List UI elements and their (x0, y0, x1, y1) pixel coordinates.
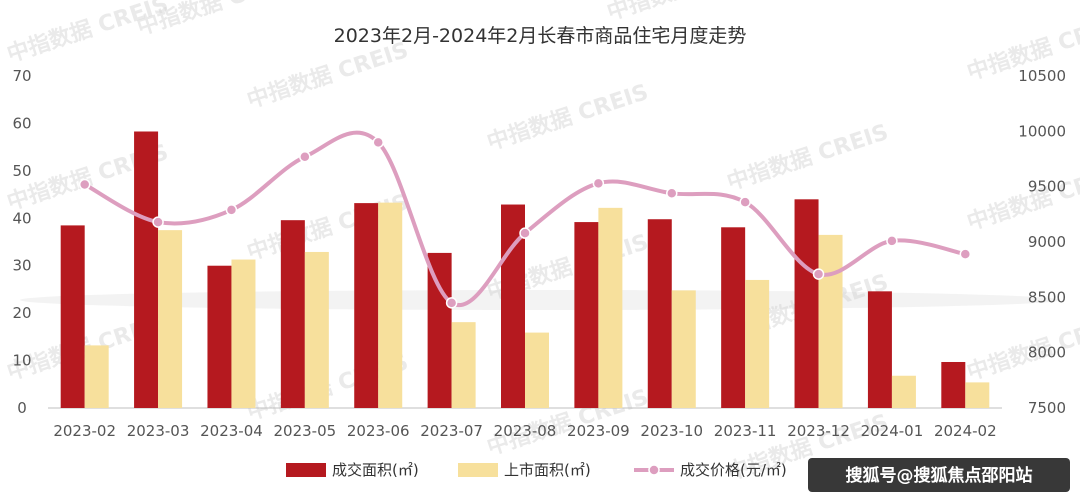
left-axis-tick-label: 60 (12, 114, 31, 132)
x-axis-tick-label: 2023-03 (127, 422, 190, 440)
credit-badge: 搜狐号@搜狐焦点邵阳站 (808, 458, 1070, 492)
listing-area-bar (965, 382, 990, 408)
x-axis-tick-label: 2023-05 (274, 422, 337, 440)
left-axis-tick-label: 70 (12, 67, 31, 85)
credit-text: 搜狐号@搜狐焦点邵阳站 (846, 465, 1033, 486)
listing-area-bar (451, 322, 476, 408)
x-axis-tick-label: 2023-06 (347, 422, 410, 440)
watermark-text: 中指数据 CREIS (244, 37, 412, 114)
listing-area-bar (891, 375, 916, 408)
price-point (152, 216, 164, 228)
price-point (445, 297, 458, 309)
legend-label: 成交价格(元/㎡) (680, 461, 787, 479)
right-axis-tick-label: 7500 (1028, 399, 1066, 417)
deal-area-bar (941, 361, 966, 408)
bar-series (60, 131, 990, 408)
watermark-text: 中指数据 CREIS (484, 79, 652, 156)
price-point (372, 136, 384, 149)
listing-area-bar (525, 332, 549, 408)
deal-area-bar (647, 219, 672, 408)
x-axis-tick-label: 2023-11 (714, 422, 777, 440)
price-point (812, 268, 825, 280)
price-point (666, 187, 678, 200)
x-axis-tick-label: 2023-09 (567, 422, 630, 440)
x-axis-tick-label: 2024-02 (934, 422, 997, 440)
listing-area-bar (671, 290, 696, 408)
listing-area-bar (818, 234, 843, 408)
x-axis-tick-label: 2023-12 (787, 422, 850, 440)
price-point (592, 177, 605, 190)
price-point (959, 248, 972, 260)
chart-title: 2023年2月-2024年2月长春市商品住宅月度走势 (334, 25, 747, 47)
listing-area-bar (84, 345, 109, 408)
price-point (78, 178, 91, 191)
x-axis-tick-label: 2023-07 (420, 422, 483, 440)
x-axis-tick-label: 2023-02 (53, 422, 116, 440)
watermark-text: 中指数据 CREIS (724, 119, 892, 196)
listing-area-bar (598, 207, 623, 408)
deal-area-bar (134, 131, 159, 408)
right-axis-tick-label: 9000 (1028, 233, 1066, 251)
legend-label: 成交面积(㎡) (332, 461, 419, 479)
legend-swatch-marker (648, 464, 660, 476)
x-axis-tick-label: 2023-04 (200, 422, 263, 440)
credit-background (808, 458, 1070, 492)
watermark-text: 中指数据 CREIS (604, 0, 772, 26)
listing-area-bar (378, 202, 403, 408)
left-axis-tick-label: 30 (12, 257, 31, 275)
left-axis-tick-label: 40 (12, 209, 31, 227)
left-axis-tick-label: 10 (12, 352, 31, 370)
deal-area-bar (427, 252, 452, 408)
left-axis-tick-label: 50 (12, 162, 31, 180)
legend: 成交面积(㎡) 上市面积(㎡) 成交价格(元/㎡) (286, 461, 787, 479)
legend-label: 上市面积(㎡) (504, 461, 591, 479)
legend-swatch (458, 463, 498, 477)
deal-area-bar (207, 265, 232, 408)
x-axis-tick-label: 2023-10 (640, 422, 703, 440)
right-axis-tick-label: 8500 (1028, 288, 1066, 306)
deal-area-bar (574, 222, 599, 408)
deal-area-bar (867, 291, 892, 408)
listing-area-bar (745, 279, 770, 408)
legend-swatch (286, 463, 326, 477)
listing-area-bar (158, 230, 183, 408)
price-point (225, 204, 238, 216)
listing-area-bar (304, 251, 329, 408)
price-point (299, 151, 311, 163)
left-axis: 0 10 20 30 40 50 60 70 (12, 67, 31, 417)
listing-area-bar (231, 259, 256, 408)
price-point (739, 196, 751, 208)
right-axis-tick-label: 10500 (1018, 67, 1066, 85)
watermark-text: 中指数据 CREIS (964, 159, 1080, 236)
price-point (886, 235, 898, 247)
left-axis-tick-label: 20 (12, 304, 31, 322)
right-axis-tick-label: 8000 (1028, 344, 1066, 362)
x-axis-tick-label: 2023-08 (494, 422, 557, 440)
deal-area-bar (60, 225, 85, 408)
price-line-series (78, 130, 972, 309)
deal-area-bar (721, 227, 746, 408)
price-point (519, 227, 531, 239)
right-axis: 7500 8000 8500 9000 9500 10000 10500 (1018, 67, 1066, 417)
x-axis-tick-label: 2024-01 (861, 422, 924, 440)
left-axis-tick-label: 0 (17, 399, 27, 417)
right-axis-tick-label: 10000 (1018, 122, 1066, 140)
right-axis-tick-label: 9500 (1028, 178, 1066, 196)
deal-area-bar (794, 199, 819, 408)
deal-area-bar (280, 220, 305, 408)
x-axis: 2023-02 2023-03 2023-04 2023-05 2023-06 2023-… (53, 422, 996, 440)
deal-area-bar (354, 203, 379, 408)
